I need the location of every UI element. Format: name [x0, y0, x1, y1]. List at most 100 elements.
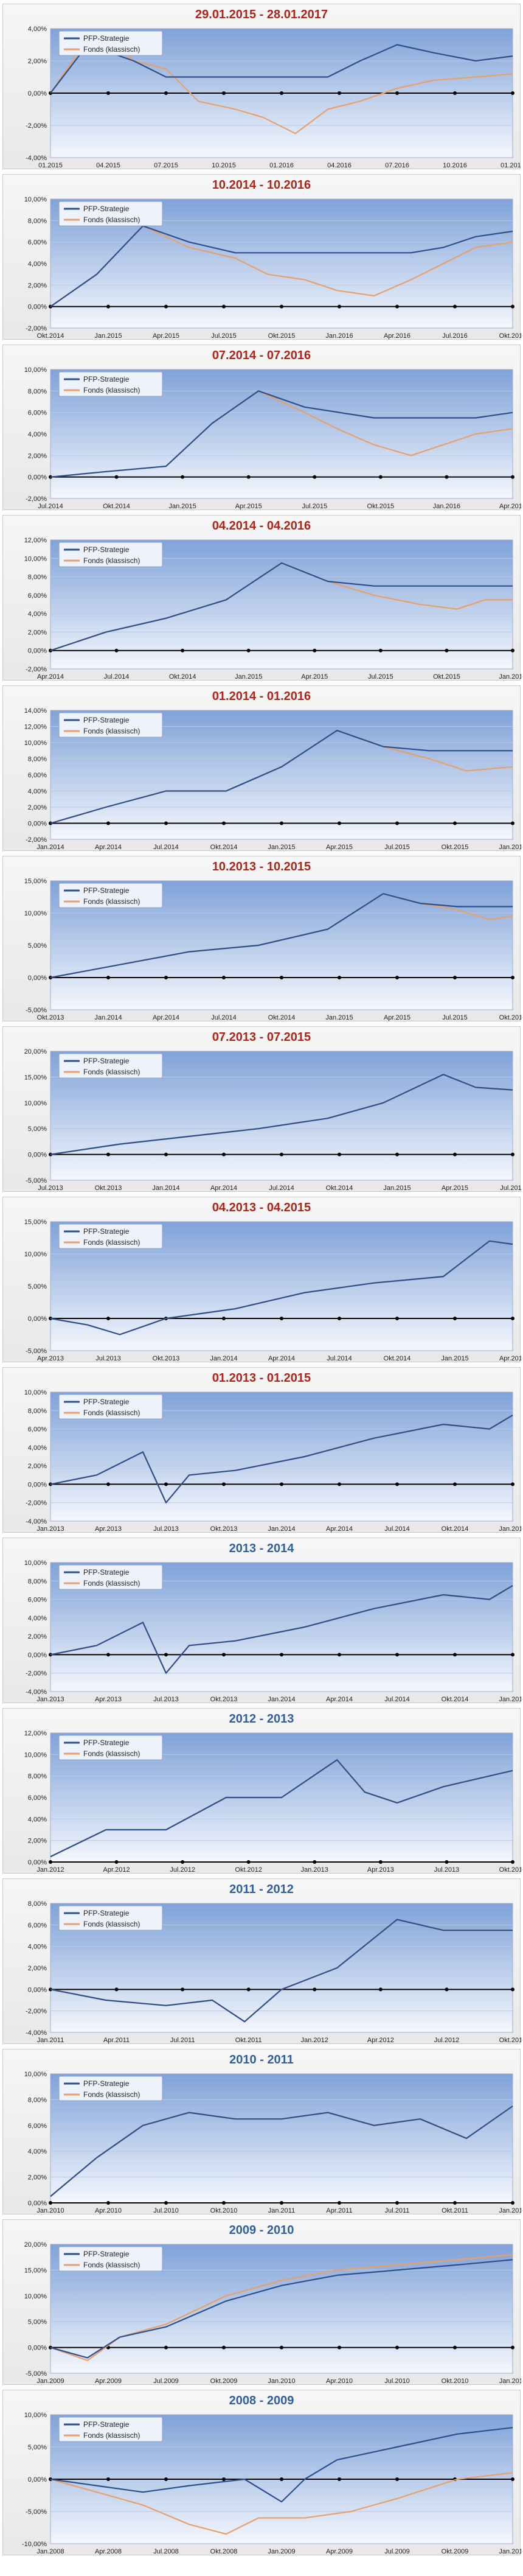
zero-line-marker [181, 648, 185, 653]
y-tick-label: 0,00% [28, 2476, 47, 2483]
x-tick-label: Okt.2012 [235, 1866, 262, 1874]
series-line-strategy [50, 1240, 513, 1335]
zero-line-marker [106, 821, 110, 825]
zero-line-marker [395, 304, 399, 309]
chart-title: 2012 - 2013 [229, 1712, 294, 1726]
zero-line-marker [338, 1653, 341, 1657]
legend-label: Fonds (klassisch) [83, 1238, 140, 1247]
series-line-strategy [50, 1759, 513, 1858]
zero-line-marker [511, 648, 514, 653]
y-tick-label: 4,00% [28, 1816, 47, 1823]
x-tick-label: Apr.2009 [326, 2548, 353, 2555]
x-tick-label: Jan.2015 [94, 332, 122, 340]
zero-line-marker [511, 1482, 514, 1486]
y-tick-label: 8,00% [28, 574, 47, 581]
chart-panel: 2009 - 2010 20,00% 15,00% 10,00% 5,00% 0,00% -… [2, 2219, 521, 2385]
y-tick-label: 8,00% [28, 2096, 47, 2104]
x-tick-label: Okt.2011 [235, 2037, 262, 2044]
x-tick-label: Jul.2014 [153, 844, 179, 851]
x-tick-label: Jan.2010 [268, 2378, 295, 2385]
line-chart: 12,00%10,00%8,00%6,00%4,00%2,00%0,00%Jan… [24, 1730, 521, 1874]
chart-panel: 2008 - 2009 10,00% 5,00% 0,00% -5,00% -10,00%… [2, 2390, 521, 2555]
y-tick-label: 5,00% [28, 1125, 47, 1133]
y-tick-label: 4,00% [28, 261, 47, 268]
y-tick-label: 20,00% [24, 2241, 47, 2249]
zero-line-marker [313, 648, 317, 653]
x-tick-label: Okt.2014 [37, 332, 64, 340]
chart-title: 2013 - 2014 [229, 1542, 294, 1555]
zero-line-marker [280, 1317, 283, 1320]
y-tick-label: 5,00% [28, 942, 47, 950]
legend-label: Fonds (klassisch) [83, 2431, 140, 2440]
x-tick-label: Apr.2014 [210, 1185, 237, 1192]
series-line-strategy [50, 2259, 513, 2359]
y-tick-label: 8,00% [28, 1578, 47, 1585]
y-tick-label: 8,00% [28, 756, 47, 763]
chart-title: 10.2013 - 10.2015 [212, 860, 311, 873]
series-line-fund [50, 2472, 513, 2535]
x-tick-label: Jan.2015 [325, 1014, 353, 1021]
y-tick-label: 2,00% [28, 629, 47, 636]
zero-line-marker [338, 821, 341, 825]
zero-line-marker [106, 1317, 110, 1320]
zero-line-marker [106, 1482, 110, 1486]
x-tick-label: Okt.2015 [367, 503, 395, 510]
zero-line-marker [222, 2477, 226, 2481]
x-tick-label: Okt.2013 [210, 1696, 238, 1703]
legend-label: PFP-Strategie [83, 1568, 130, 1577]
y-tick-label: -10,00% [22, 2541, 47, 2548]
zero-line-marker [338, 1482, 341, 1486]
y-tick-label: -4,00% [26, 155, 47, 162]
y-tick-label: 14,00% [24, 707, 47, 715]
x-tick-label: Jul.2013 [38, 1185, 63, 1192]
y-tick-label: -2,00% [26, 1500, 47, 1507]
x-tick-label: Jul.2015 [442, 1014, 468, 1021]
y-tick-label: 2,00% [28, 804, 47, 811]
zero-line-marker [453, 821, 457, 825]
x-tick-label: Apr.2014 [326, 1525, 353, 1533]
x-tick-label: Apr.2015 [442, 1185, 468, 1192]
y-tick-label: 0,00% [28, 474, 47, 481]
y-tick-label: 2,00% [28, 58, 47, 65]
y-tick-label: 8,00% [28, 1407, 47, 1415]
line-chart: 4,00% 2,00% 0,00% -2,00% -4,00%01.2015 04.201… [26, 26, 521, 169]
legend-box [58, 1735, 163, 1760]
zero-line-marker [313, 475, 317, 479]
y-tick-label: -2,00% [26, 325, 47, 332]
zero-line-marker [246, 475, 251, 479]
zero-line-marker [222, 2345, 226, 2350]
zero-line-marker [280, 1482, 283, 1486]
x-tick-label: Apr.2015 [384, 1014, 410, 1021]
y-tick-label: -2,00% [26, 666, 47, 673]
y-tick-label: -2,00% [26, 2008, 47, 2015]
chart-panel: 07.2014 - 07.2016 10,00% 8,00% 6,00% 4,00% 2,… [2, 345, 521, 510]
y-tick-label: 6,00% [28, 410, 47, 417]
y-tick-label: 2,00% [28, 282, 47, 289]
line-chart: 20,00%15,00%10,00%5,00%0,00%-5,00%Jul.20… [24, 1048, 521, 1192]
x-tick-label: Jul.2015 [302, 503, 327, 510]
zero-line-marker [181, 1860, 185, 1864]
x-tick-label: Apr.2015 [301, 673, 328, 681]
zero-line-marker [511, 2201, 514, 2205]
y-tick-label: 5,00% [28, 2444, 47, 2451]
x-tick-label: Jan.2014 [36, 844, 64, 851]
x-tick-label: Apr.2014 [153, 1014, 179, 1021]
legend-box [58, 1394, 163, 1419]
x-tick-label: Jul.2010 [153, 2207, 179, 2214]
legend-box [58, 1564, 163, 1590]
x-tick-label: Apr.2009 [95, 2378, 122, 2385]
zero-line-marker [313, 1860, 317, 1864]
x-tick-label: Jan.2008 [36, 2548, 64, 2555]
y-tick-label: 10,00% [24, 1559, 47, 1567]
legend-label: PFP-Strategie [83, 34, 130, 43]
x-tick-label: Apr.2012 [103, 1866, 130, 1874]
zero-line-marker [106, 1152, 110, 1157]
x-tick-label: Jan.2011 [499, 2378, 521, 2385]
x-tick-label: Jul.2013 [153, 1525, 179, 1533]
x-tick-label: Jan.2012 [499, 2207, 521, 2214]
y-tick-label: -4,00% [26, 1689, 47, 1696]
zero-line-marker [114, 648, 119, 653]
zero-line-marker [511, 1152, 514, 1157]
x-tick-label: Jul.2014 [384, 1525, 410, 1533]
